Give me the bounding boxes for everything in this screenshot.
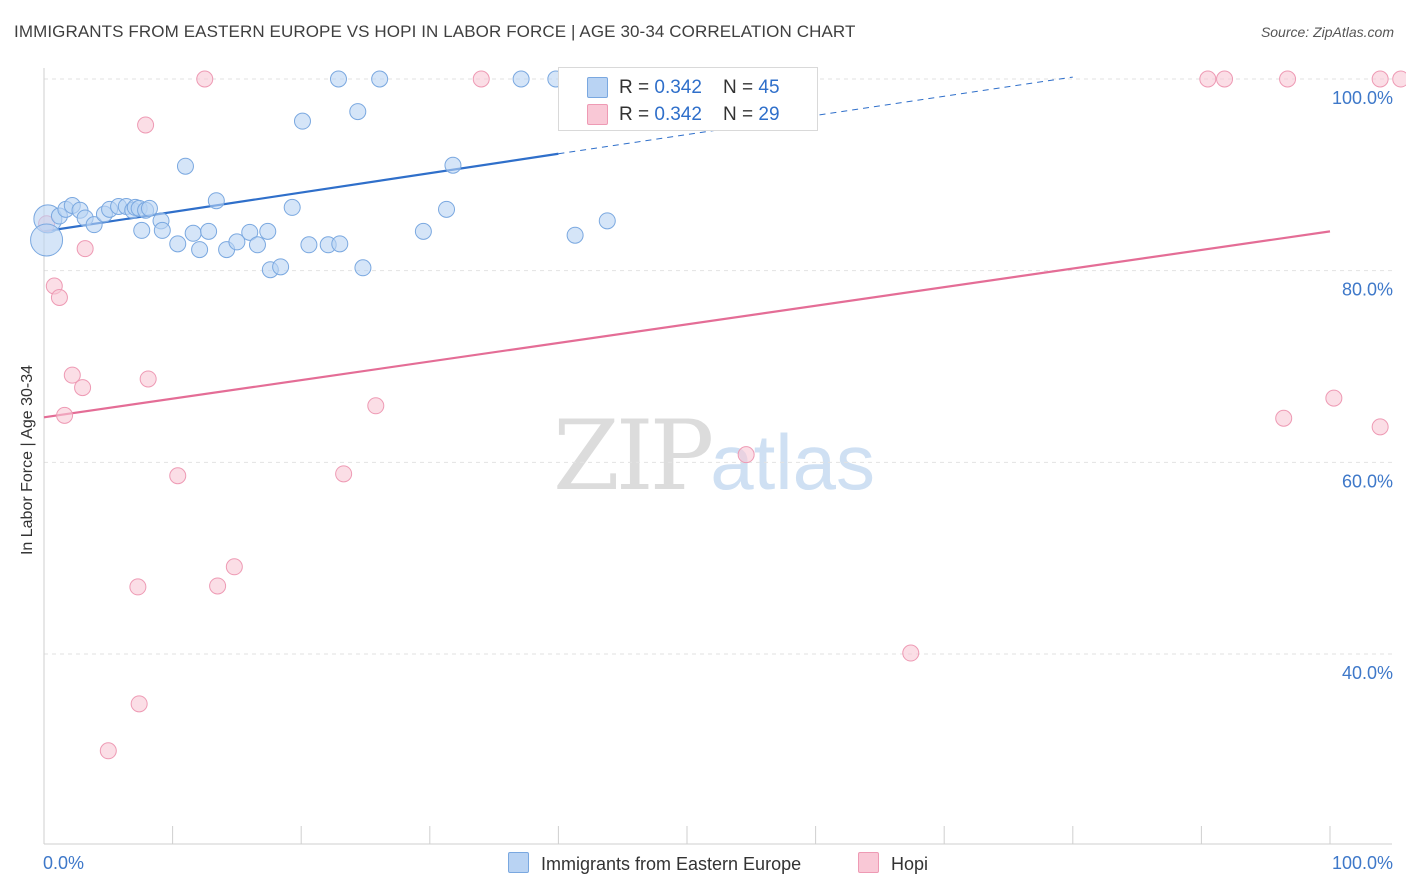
- point-hopi: [1392, 70, 1406, 88]
- point-hopi: [1275, 409, 1293, 427]
- point-hopi: [209, 577, 227, 595]
- legend-swatch-blue: [587, 77, 608, 98]
- point-hopi: [139, 370, 157, 388]
- point-hopi: [1325, 389, 1343, 407]
- point-eastern-europe: [566, 226, 584, 244]
- point-hopi: [169, 467, 187, 485]
- point-eastern-europe: [140, 199, 158, 217]
- legend-item-hopi[interactable]: Hopi: [858, 852, 928, 875]
- legend-n-value: 45: [758, 77, 780, 98]
- correlation-legend: R = 0.342 N = 45 R = 0.342 N = 29: [558, 67, 818, 131]
- point-hopi: [1216, 70, 1234, 88]
- legend-n-value: 29: [758, 104, 780, 125]
- legend-label-hopi: Hopi: [891, 854, 929, 874]
- data-points: [30, 70, 1406, 760]
- legend-swatch-pink: [858, 852, 879, 873]
- point-eastern-europe: [241, 223, 259, 241]
- point-eastern-europe: [354, 259, 372, 277]
- tick-labels: 40.0% 60.0% 80.0% 100.0% 0.0% 100.0%: [43, 88, 1393, 873]
- legend-r-value: 0.342: [654, 104, 702, 125]
- trend-lines: [43, 76, 1331, 419]
- legend-n-label: N =: [723, 77, 759, 98]
- point-eastern-europe: [184, 224, 202, 242]
- legend-n-label: N =: [723, 104, 759, 125]
- x-tick-label: 0.0%: [43, 853, 84, 873]
- trend-line-hopi: [43, 230, 1331, 419]
- point-hopi: [1371, 70, 1389, 88]
- y-tick-label: 80.0%: [1342, 280, 1393, 300]
- point-eastern-europe: [512, 70, 530, 88]
- point-hopi: [129, 578, 147, 596]
- y-tick-label: 100.0%: [1332, 88, 1393, 108]
- point-eastern-europe: [191, 241, 209, 259]
- point-eastern-europe: [598, 212, 616, 230]
- y-tick-label: 40.0%: [1342, 663, 1393, 683]
- gridlines: [44, 78, 1392, 655]
- point-eastern-europe: [300, 236, 318, 254]
- series-legend: Immigrants from Eastern Europe Hopi: [0, 852, 1406, 878]
- source-label: Source: ZipAtlas.com: [1260, 24, 1394, 40]
- point-hopi: [56, 406, 74, 424]
- point-eastern-europe: [444, 156, 462, 174]
- watermark-zip: ZIP: [553, 400, 714, 512]
- point-eastern-europe: [200, 222, 218, 240]
- point-hopi: [902, 644, 920, 662]
- x-tick-label: 100.0%: [1332, 853, 1393, 873]
- point-eastern-europe: [414, 222, 432, 240]
- point-hopi: [76, 240, 94, 258]
- legend-swatch-pink: [587, 104, 608, 125]
- point-eastern-europe: [228, 233, 246, 251]
- point-hopi: [99, 742, 117, 760]
- point-eastern-europe: [283, 198, 301, 216]
- point-eastern-europe: [248, 236, 266, 254]
- point-hopi: [50, 289, 68, 306]
- trend-line-eastern-europe: [43, 152, 559, 233]
- point-eastern-europe: [259, 222, 277, 240]
- point-hopi: [63, 366, 81, 384]
- legend-label-eastern-europe: Immigrants from Eastern Europe: [541, 854, 802, 874]
- legend-r-label: R =: [619, 77, 655, 98]
- y-axis-label: In Labor Force | Age 30-34: [19, 364, 36, 556]
- point-eastern-europe: [349, 103, 367, 121]
- point-eastern-europe: [176, 157, 194, 175]
- point-eastern-europe: [331, 235, 349, 253]
- point-hopi: [1279, 70, 1297, 88]
- point-eastern-europe: [207, 192, 225, 210]
- y-tick-label: 60.0%: [1342, 471, 1393, 491]
- point-eastern-europe: [293, 112, 311, 130]
- point-eastern-europe: [153, 221, 171, 239]
- legend-r-label: R =: [619, 104, 655, 125]
- legend-item-eastern-europe[interactable]: Immigrants from Eastern Europe: [508, 852, 801, 875]
- legend-swatch-blue: [508, 852, 529, 873]
- chart-title: IMMIGRANTS FROM EASTERN EUROPE VS HOPI I…: [14, 22, 856, 41]
- point-hopi: [137, 116, 155, 134]
- point-eastern-europe: [30, 223, 64, 257]
- point-eastern-europe: [371, 70, 389, 88]
- point-eastern-europe: [272, 258, 290, 276]
- point-hopi: [367, 397, 385, 415]
- point-hopi: [130, 695, 148, 713]
- point-hopi: [335, 465, 353, 483]
- point-eastern-europe: [438, 200, 456, 218]
- legend-r-value: 0.342: [654, 77, 702, 98]
- point-hopi: [225, 558, 243, 576]
- point-hopi: [737, 446, 755, 464]
- point-eastern-europe: [329, 70, 347, 88]
- point-eastern-europe: [85, 216, 103, 234]
- point-hopi: [74, 379, 92, 397]
- trend-line-eastern-europe-extension: [558, 76, 1073, 155]
- point-hopi: [1199, 70, 1217, 88]
- point-hopi: [472, 70, 490, 88]
- point-eastern-europe: [133, 221, 151, 239]
- axes: [43, 68, 1392, 845]
- point-hopi: [1371, 418, 1389, 436]
- point-eastern-europe: [169, 235, 187, 253]
- point-hopi: [196, 70, 214, 88]
